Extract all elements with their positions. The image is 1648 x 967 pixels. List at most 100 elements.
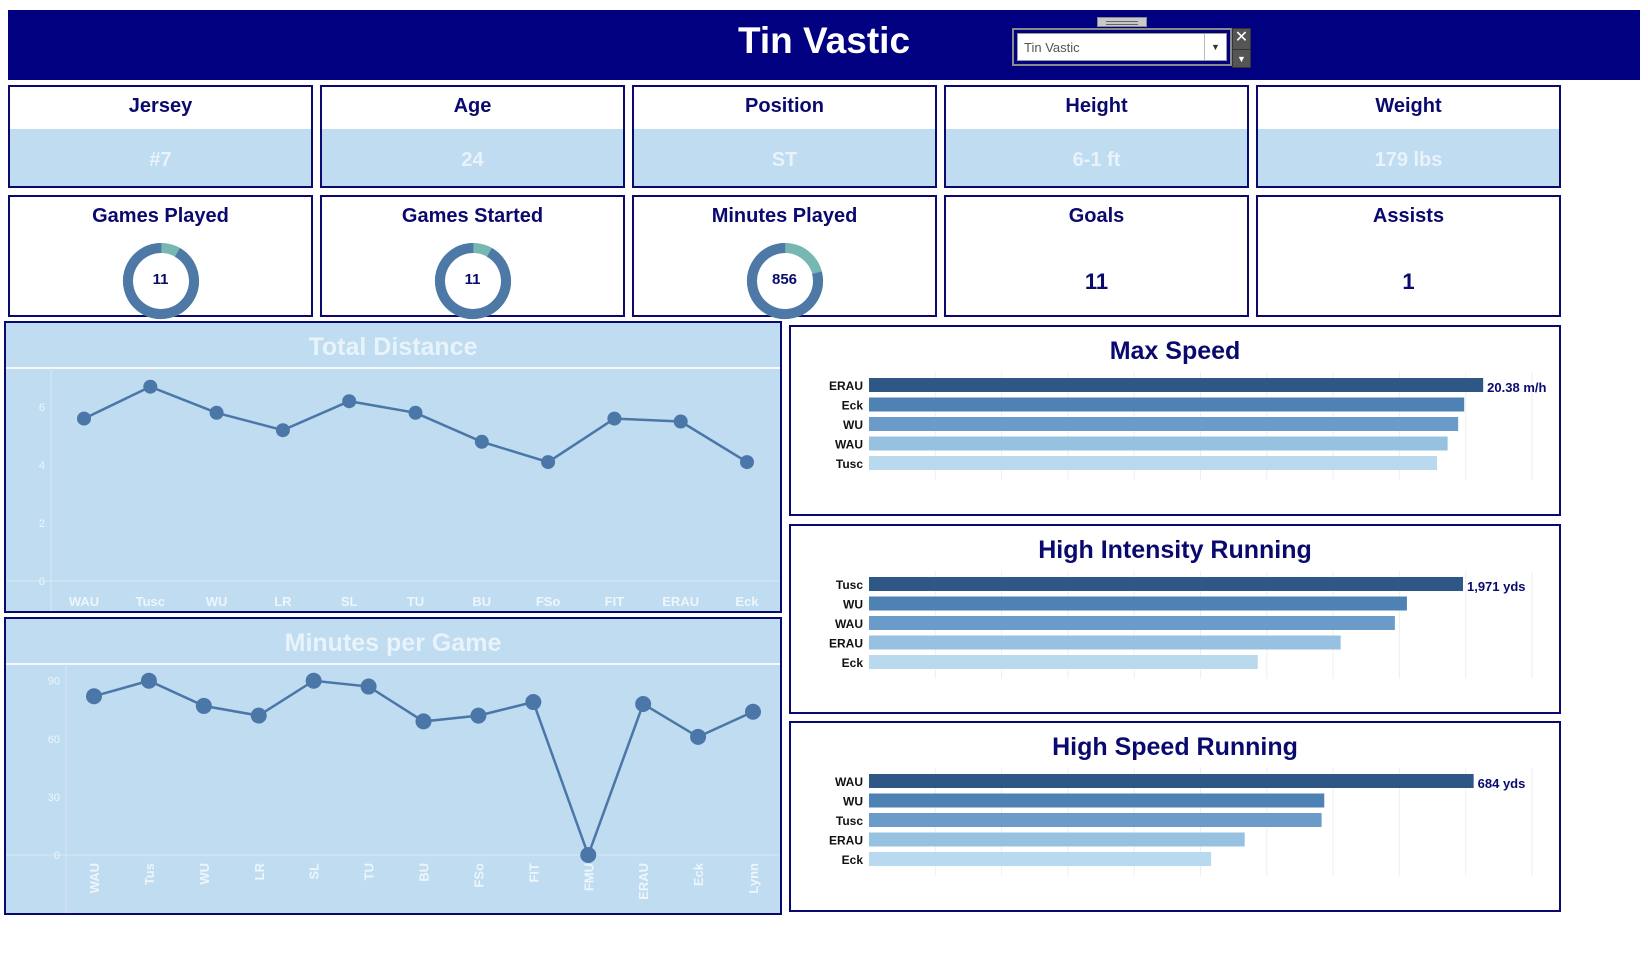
player-select-value: Tin Vastic (1024, 39, 1080, 55)
x-tick-label: ERAU (662, 594, 699, 609)
data-point (415, 713, 432, 730)
x-tick-label: FSo (536, 594, 561, 609)
high-speed-running-panel: High Speed Running WAU 684 yds WU Tusc ERAU E… (789, 721, 1561, 912)
bar (869, 456, 1438, 470)
bar-value-label: 684 yds (1478, 776, 1526, 791)
jersey-value: #7 (149, 149, 172, 171)
bar-category-label: Tusc (836, 578, 863, 592)
bar-category-label: Tusc (836, 457, 863, 471)
x-tick-label: FMU (581, 863, 596, 891)
bar-value-label: 20.38 m/h (1487, 380, 1546, 395)
drag-handle[interactable] (1097, 17, 1147, 27)
ring-fill (746, 243, 823, 319)
x-tick-label: WU (197, 863, 212, 885)
y-tick-label: 0 (39, 576, 45, 588)
select-controls: ✕ ▼ (1232, 28, 1251, 68)
bar (869, 655, 1258, 669)
series-line (93, 679, 754, 859)
x-tick-label: WAU (87, 863, 102, 893)
bar (869, 793, 1325, 808)
bar (869, 813, 1322, 827)
bar (869, 774, 1474, 788)
data-point (250, 707, 267, 724)
y-tick-label: 60 (48, 734, 60, 746)
max-speed-panel: Max Speed ERAU 20.38 m/h Eck WU WAU Tusc (789, 325, 1561, 516)
close-icon[interactable]: ✕ (1234, 29, 1249, 46)
x-tick-label: BU (472, 594, 491, 609)
bar-category-label: Eck (842, 399, 864, 413)
series-line (83, 385, 748, 464)
y-tick-label: 2 (39, 518, 45, 530)
assists-card: Assists 1 (1256, 195, 1561, 317)
x-tick-label: Lynn (746, 863, 761, 894)
games-played-label: Games Played (92, 205, 229, 227)
data-point (607, 411, 622, 426)
data-point (580, 847, 597, 863)
ring-chart (746, 243, 823, 319)
bar-category-label: ERAU (829, 834, 863, 848)
goals-card: Goals 11 (944, 195, 1249, 317)
age-card: Age 24 (320, 85, 625, 188)
data-point (305, 672, 322, 689)
x-tick-label: LR (252, 862, 267, 880)
ring-chart (122, 243, 199, 319)
bar (869, 378, 1484, 392)
high-intensity-running-panel: High Intensity Running Tusc 1,971 yds WU WA… (789, 524, 1561, 714)
total-distance-title: Total Distance (308, 333, 478, 361)
high-intensity-running-chart: Tusc 1,971 yds WU WAU ERAU Eck (829, 571, 1533, 679)
age-label: Age (453, 95, 492, 117)
data-point (745, 703, 761, 720)
more-options-icon[interactable]: ▼ (1233, 49, 1250, 67)
high-speed-running-title: High Speed Running (1052, 733, 1298, 761)
x-tick-label: WAU (69, 594, 99, 609)
bar-category-label: Eck (842, 853, 864, 867)
bar (869, 832, 1245, 847)
bar (869, 436, 1448, 451)
data-point (275, 423, 290, 438)
bar-category-label: WU (843, 598, 863, 612)
minutes-played-label: Minutes Played (711, 205, 858, 227)
x-tick-label: WU (206, 594, 228, 609)
data-point (77, 411, 91, 426)
minutes-played-value: 856 (771, 271, 798, 288)
player-select[interactable]: Tin Vastic ▼ (1012, 28, 1232, 66)
games-played-ring: 11 (119, 239, 203, 323)
bar-category-label: WU (843, 418, 863, 432)
games-started-label: Games Started (401, 205, 544, 227)
data-point (342, 394, 357, 409)
data-point (408, 405, 423, 420)
position-value: ST (771, 149, 798, 171)
age-value: 24 (461, 149, 484, 171)
total-distance-panel: Total Distance 0 2 4 6 WAU Tusc WU LR SL TU BU FSo F… (4, 321, 782, 613)
bar-category-label: WAU (835, 617, 863, 631)
player-select-field[interactable]: Tin Vastic ▼ (1017, 33, 1227, 61)
x-tick-label: Tusc (136, 594, 165, 609)
data-point (474, 434, 489, 449)
games-played-value: 11 (152, 271, 169, 288)
header-bar (8, 10, 1640, 80)
x-tick-label: TU (407, 594, 424, 609)
data-point (195, 697, 212, 714)
bar-category-label: WAU (835, 438, 863, 452)
total-distance-chart: 0 2 4 6 WAU Tusc WU LR SL TU BU FSo FIT ERAU Eck (6, 367, 780, 611)
y-tick-label: 30 (48, 792, 60, 804)
x-tick-label: FIT (526, 863, 541, 883)
weight-value: 179 lbs (1374, 149, 1443, 171)
max-speed-title: Max Speed (1109, 337, 1241, 365)
data-point (360, 678, 377, 695)
minutes-played-card: Minutes Played 856 (632, 195, 937, 319)
bar-category-label: ERAU (829, 379, 863, 393)
goals-value: 11 (1084, 269, 1109, 294)
bar-category-label: Tusc (836, 814, 863, 828)
games-started-card: Games Started 11 (320, 195, 625, 319)
chevron-down-icon[interactable]: ▼ (1204, 34, 1226, 60)
bar-category-label: WAU (835, 775, 863, 789)
data-point (673, 414, 688, 429)
data-point (541, 455, 556, 470)
weight-card: Weight 179 lbs (1256, 85, 1561, 188)
games-started-value: 11 (464, 271, 481, 288)
bar (869, 577, 1463, 591)
minutes-played-ring: 856 (743, 239, 827, 323)
bar (869, 397, 1465, 412)
assists-value: 1 (1402, 269, 1415, 294)
